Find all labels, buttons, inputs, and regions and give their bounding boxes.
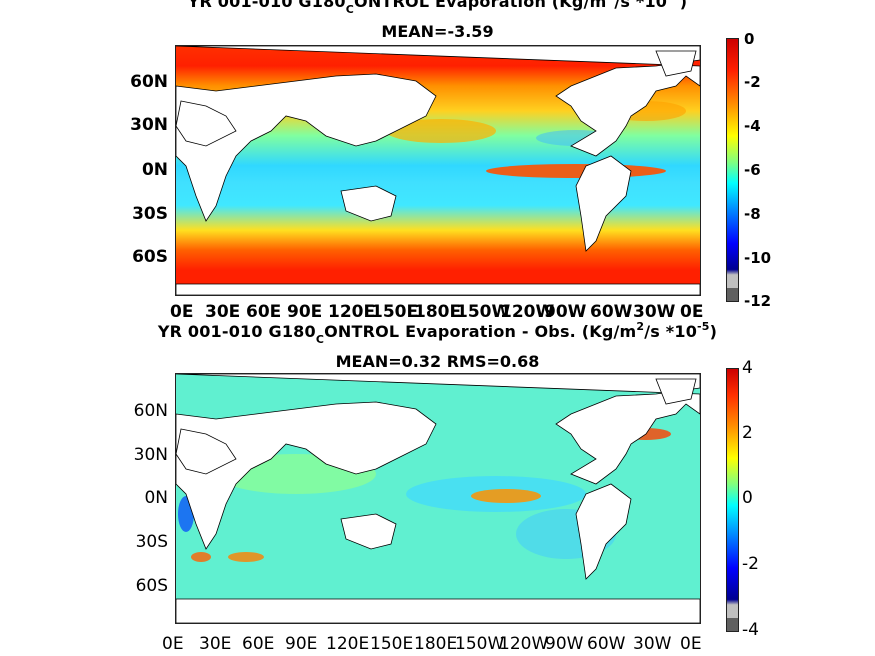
land-masses <box>176 46 700 295</box>
lon-label: 180E <box>414 302 462 322</box>
panel2-title: YR 001-010 G180CONTROL Evaporation - Obs… <box>157 320 718 346</box>
lon-label: 0E <box>680 634 702 654</box>
colorbar-tick: -2 <box>742 554 759 574</box>
lon-label: 60W <box>587 634 626 654</box>
lat-label: 30N <box>133 445 168 465</box>
lon-label: 150W <box>455 634 505 654</box>
lat-label: 0N <box>144 488 168 508</box>
colorbar-tick: 4 <box>742 358 753 378</box>
lon-label: 60W <box>590 302 633 322</box>
lon-label: 150E <box>371 302 419 322</box>
colorbar-tick: -8 <box>744 205 761 223</box>
land-masses <box>176 374 700 623</box>
lat-label: 30S <box>135 532 168 552</box>
colorbar-tick: -6 <box>744 161 761 179</box>
evaporation-map <box>175 45 701 296</box>
equatorial-pacific-minimum <box>486 164 666 178</box>
lon-label: 90W <box>545 634 584 654</box>
lat-label: 60S <box>135 576 168 596</box>
lon-label: 120E <box>326 634 370 654</box>
lon-label: 90W <box>544 302 587 322</box>
lon-label: 120E <box>328 302 376 322</box>
panel2-stats: MEAN=0.32 RMS=0.68 <box>335 352 540 371</box>
lat-label: 60S <box>132 247 168 267</box>
lon-label: 0E <box>170 302 194 322</box>
lon-label: 150W <box>456 302 511 322</box>
lat-label: 0N <box>141 160 168 180</box>
colorbar-tick: -2 <box>744 73 761 91</box>
lon-label: 30E <box>199 634 232 654</box>
lon-label: 30W <box>633 302 676 322</box>
lon-label: 0E <box>680 302 704 322</box>
colorbar-tick: 0 <box>744 30 755 48</box>
lon-label: 60E <box>246 302 282 322</box>
lon-label: 120W <box>499 634 549 654</box>
evaporation-bias-map <box>175 373 701 624</box>
panel1-colorbar <box>726 38 739 302</box>
lon-label: 90E <box>287 302 323 322</box>
panel1-stats: MEAN=-3.59 <box>381 22 494 41</box>
lon-label: 150E <box>370 634 414 654</box>
colorbar-tick: -4 <box>744 117 761 135</box>
colorbar-tick: 0 <box>742 488 753 508</box>
lon-label: 60E <box>242 634 275 654</box>
colorbar-tick: -10 <box>744 249 772 267</box>
colorbar-tick: 2 <box>742 423 753 443</box>
lat-label: 60N <box>130 72 168 92</box>
lat-label: 30S <box>132 204 168 224</box>
lat-label: 30N <box>130 115 168 135</box>
kuroshio-high <box>386 119 496 143</box>
lon-label: 30E <box>205 302 241 322</box>
lon-label: 180E <box>414 634 458 654</box>
colorbar-tick: -12 <box>744 292 772 310</box>
lon-label: 30W <box>633 634 672 654</box>
panel1-title: YR 001-010 G180CONTROL Evaporation (Kg/m… <box>187 0 688 16</box>
lat-label: 60N <box>133 401 168 421</box>
lon-label: 120W <box>500 302 555 322</box>
colorbar-tick: -4 <box>742 620 759 640</box>
lon-label: 0E <box>162 634 184 654</box>
panel2-colorbar <box>726 368 739 632</box>
lon-label: 90E <box>285 634 318 654</box>
